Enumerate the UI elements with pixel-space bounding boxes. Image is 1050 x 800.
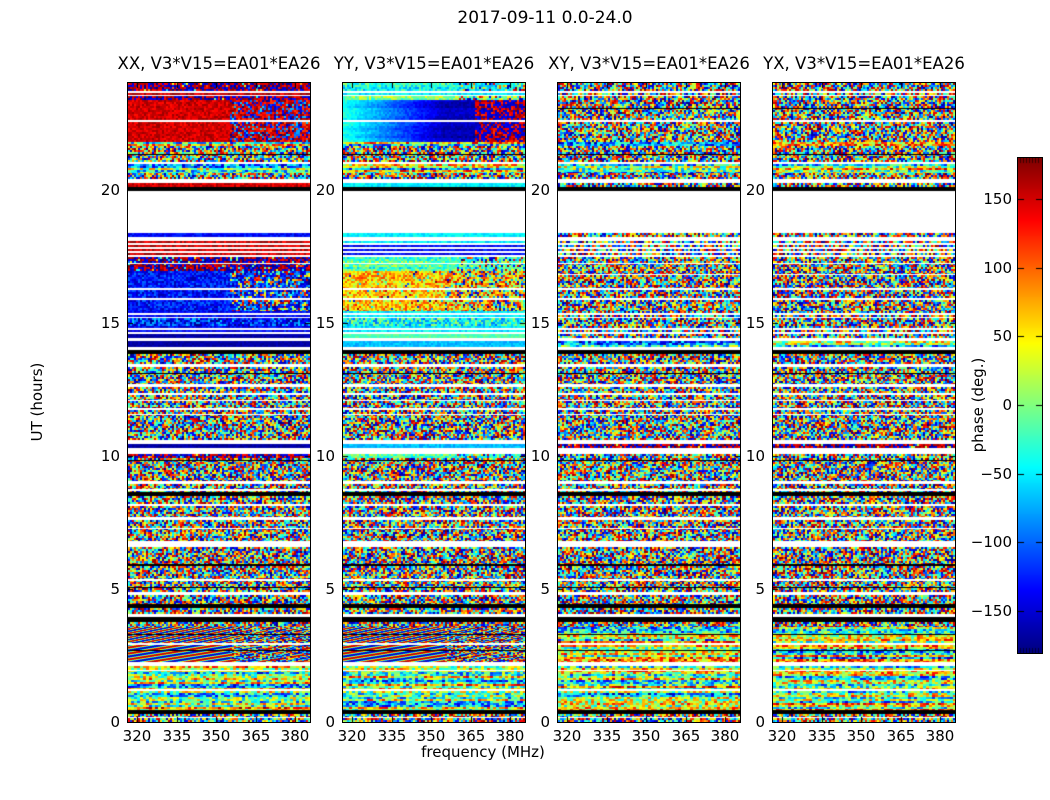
y-tick-label: 15	[530, 314, 550, 332]
panel-title-yx: YX, V3*V15=EA01*EA26	[763, 54, 965, 73]
heatmap-canvas-xx	[128, 83, 310, 722]
x-tick-label: 320	[337, 727, 367, 745]
x-tick-label: 365	[886, 727, 916, 745]
x-tick-label: 380	[925, 727, 955, 745]
colorbar-tick-label: 100	[983, 259, 1012, 277]
x-tick-label: 320	[552, 727, 582, 745]
figure-title: 2017-09-11 0.0-24.0	[457, 8, 633, 28]
x-tick-label: 335	[162, 727, 192, 745]
x-tick-label: 350	[201, 727, 231, 745]
y-tick-label: 0	[540, 713, 550, 731]
y-tick-label: 5	[540, 580, 550, 598]
colorbar-tick-label: −50	[980, 465, 1012, 483]
heatmap-panel-yx	[772, 82, 956, 723]
y-tick-label: 20	[745, 181, 765, 199]
colorbar-tick-label: −150	[970, 602, 1012, 620]
y-tick-label: 20	[530, 181, 550, 199]
x-tick-label: 335	[807, 727, 837, 745]
colorbar-tick-label: 50	[992, 327, 1012, 345]
y-tick-label: 0	[110, 713, 120, 731]
y-tick-label: 10	[530, 447, 550, 465]
x-axis-label: frequency (MHz)	[421, 743, 545, 761]
heatmap-panel-xy	[557, 82, 741, 723]
x-tick-label: 380	[710, 727, 740, 745]
y-tick-label: 20	[315, 181, 335, 199]
heatmap-canvas-yy	[343, 83, 525, 722]
x-tick-label: 320	[767, 727, 797, 745]
y-tick-label: 5	[110, 580, 120, 598]
y-tick-label: 5	[325, 580, 335, 598]
y-tick-label: 0	[325, 713, 335, 731]
heatmap-canvas-yx	[773, 83, 955, 722]
heatmap-canvas-xy	[558, 83, 740, 722]
colorbar-tick-label: 0	[1002, 396, 1012, 414]
x-tick-label: 365	[456, 727, 486, 745]
y-tick-label: 0	[755, 713, 765, 731]
y-tick-label: 15	[315, 314, 335, 332]
heatmap-panel-yy	[342, 82, 526, 723]
y-axis-label: UT (hours)	[28, 362, 46, 442]
colorbar	[1017, 157, 1043, 654]
panel-title-xy: XY, V3*V15=EA01*EA26	[548, 54, 750, 73]
y-tick-label: 20	[100, 181, 120, 199]
panel-title-yy: YY, V3*V15=EA01*EA26	[333, 54, 535, 73]
x-tick-label: 365	[671, 727, 701, 745]
y-tick-label: 10	[745, 447, 765, 465]
x-tick-label: 335	[592, 727, 622, 745]
x-tick-label: 320	[122, 727, 152, 745]
y-tick-label: 5	[755, 580, 765, 598]
x-tick-label: 380	[495, 727, 525, 745]
colorbar-tick-label: −100	[970, 533, 1012, 551]
x-tick-label: 380	[280, 727, 310, 745]
x-tick-label: 365	[241, 727, 271, 745]
panel-title-xx: XX, V3*V15=EA01*EA26	[117, 54, 321, 73]
colorbar-tick-label: 150	[983, 190, 1012, 208]
heatmap-panel-xx	[127, 82, 311, 723]
x-tick-label: 335	[377, 727, 407, 745]
y-tick-label: 10	[100, 447, 120, 465]
colorbar-canvas	[1018, 158, 1042, 653]
x-tick-label: 350	[846, 727, 876, 745]
y-tick-label: 15	[745, 314, 765, 332]
y-tick-label: 10	[315, 447, 335, 465]
x-tick-label: 350	[631, 727, 661, 745]
x-tick-label: 350	[416, 727, 446, 745]
y-tick-label: 15	[100, 314, 120, 332]
